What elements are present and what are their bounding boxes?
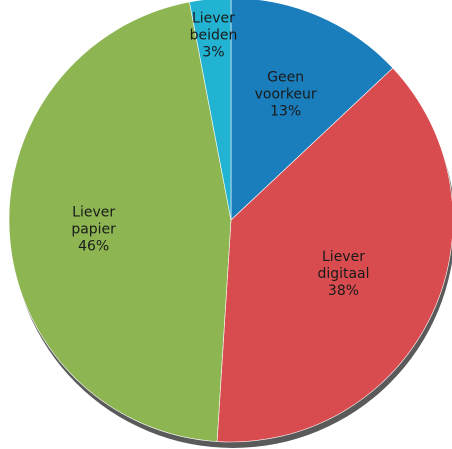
slice-category-label: voorkeur [255,87,317,103]
slice-label-liever-beiden: Liever beiden 3% [190,10,238,60]
pie-slice-geen-voorkeur [230,0,394,221]
pie-slices [8,0,452,443]
slice-value-label: 3% [202,44,224,60]
pie-slice-liever-digitaal [216,67,452,443]
slice-label-geen-voorkeur: Geen voorkeur 13% [255,70,317,120]
slice-category-label: Geen [267,70,304,86]
slice-category-label: Liever [192,10,235,26]
pie-slice-liever-papier [8,1,232,442]
slice-value-label: 13% [270,104,301,120]
slice-label-liever-digitaal: Liever digitaal 38% [317,249,369,299]
slice-category-label: digitaal [317,266,369,282]
slice-label-liever-papier: Liever papier 46% [71,205,116,255]
slice-category-label: Liever [322,249,365,265]
slice-category-label: papier [71,222,116,238]
pie-slice-liever-beiden [189,0,232,221]
slice-category-label: Liever [72,205,115,221]
slice-value-label: 46% [78,239,109,255]
slice-category-label: beiden [190,27,238,43]
pie-labels: Geen voorkeur 13%Liever digitaal 38%Liever pa… [71,10,369,299]
slice-value-label: 38% [328,283,359,299]
